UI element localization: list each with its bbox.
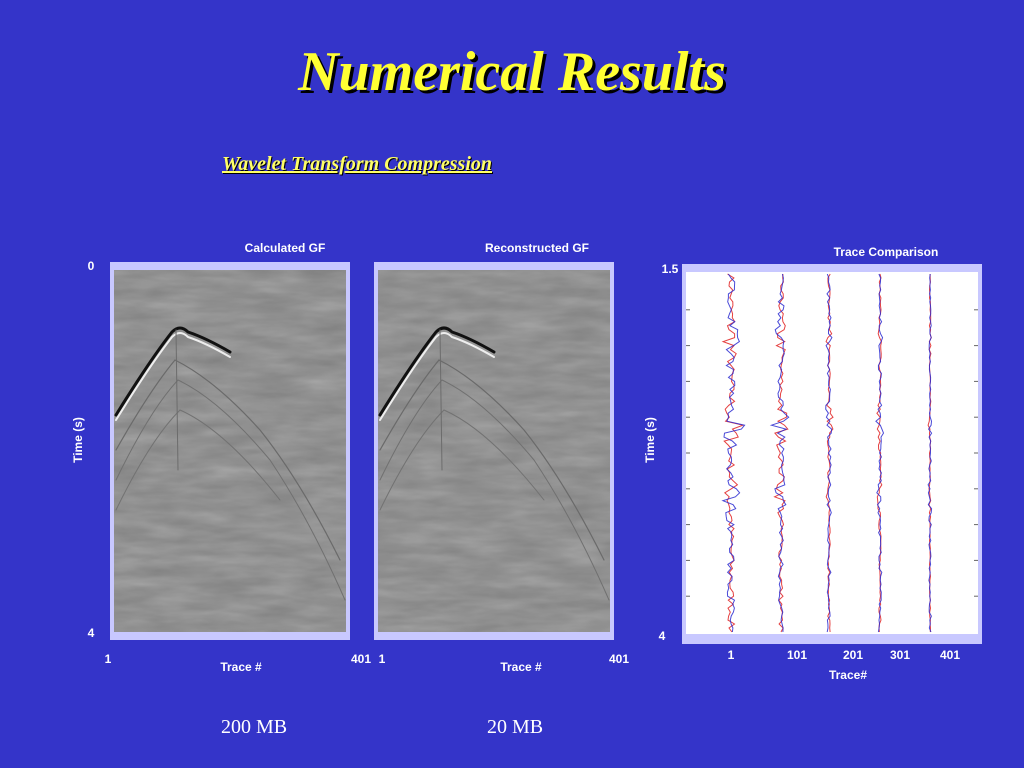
trace-1-blue-line <box>721 273 746 633</box>
calculated-size-label: 200 MB <box>221 716 288 738</box>
panel1-xtick-left: 1 <box>105 652 112 666</box>
arrival-curves <box>378 326 610 601</box>
panel1-ytick-top: 0 <box>88 259 95 273</box>
panel3-xtick-301: 301 <box>890 648 910 662</box>
panel3-ylabel: Time (s) <box>643 417 657 463</box>
panel3-xtick-101: 101 <box>787 648 807 662</box>
calculated-gf-panel: Calculated GF 0 4 Time (s) 1 401 Trace # <box>71 241 371 674</box>
y-tick-marks <box>686 309 978 597</box>
trace-301-blue-line <box>875 273 885 633</box>
panel2-xtick-left: 1 <box>379 652 386 666</box>
trace-201-blue-line <box>825 273 833 633</box>
panel3-title: Trace Comparison <box>834 245 939 259</box>
panel1-xlabel: Trace # <box>220 660 262 674</box>
panel3-xtick-1: 1 <box>728 648 735 662</box>
trace-101-blue-line <box>769 273 790 633</box>
slide-title: Numerical Results <box>298 41 726 103</box>
panel1-ylabel: Time (s) <box>71 417 85 463</box>
reconstructed-gf-panel: Reconstructed GF 1 401 Trace # <box>374 241 629 674</box>
trace-301-red-line <box>876 273 883 633</box>
panel3-ytick-bottom: 4 <box>659 629 666 643</box>
panel3-xtick-401: 401 <box>940 648 960 662</box>
panel3-xtick-201: 201 <box>843 648 863 662</box>
reconstructed-size-label: 20 MB <box>487 716 544 738</box>
trace-1-red-line <box>721 273 745 633</box>
trace-401-blue-line <box>927 273 933 633</box>
panel2-title: Reconstructed GF <box>485 241 589 255</box>
trace-comparison-panel: Trace Comparison 1.5 4 Time (s) 1 101 20… <box>643 245 982 682</box>
seismic-texture <box>114 270 346 632</box>
arrival-curves <box>114 326 346 601</box>
panel3-xlabel: Trace# <box>829 668 867 682</box>
panel2-xlabel: Trace # <box>500 660 542 674</box>
panel1-xtick-right: 401 <box>351 652 371 666</box>
panel2-xtick-right: 401 <box>609 652 629 666</box>
panel1-ytick-bottom: 4 <box>88 626 95 640</box>
trace-wiggles <box>721 273 933 633</box>
panel1-title: Calculated GF <box>245 241 326 255</box>
seismic-texture <box>378 270 610 632</box>
slide-subtitle: Wavelet Transform Compression <box>222 153 493 175</box>
panel3-ytick-top: 1.5 <box>662 262 679 276</box>
